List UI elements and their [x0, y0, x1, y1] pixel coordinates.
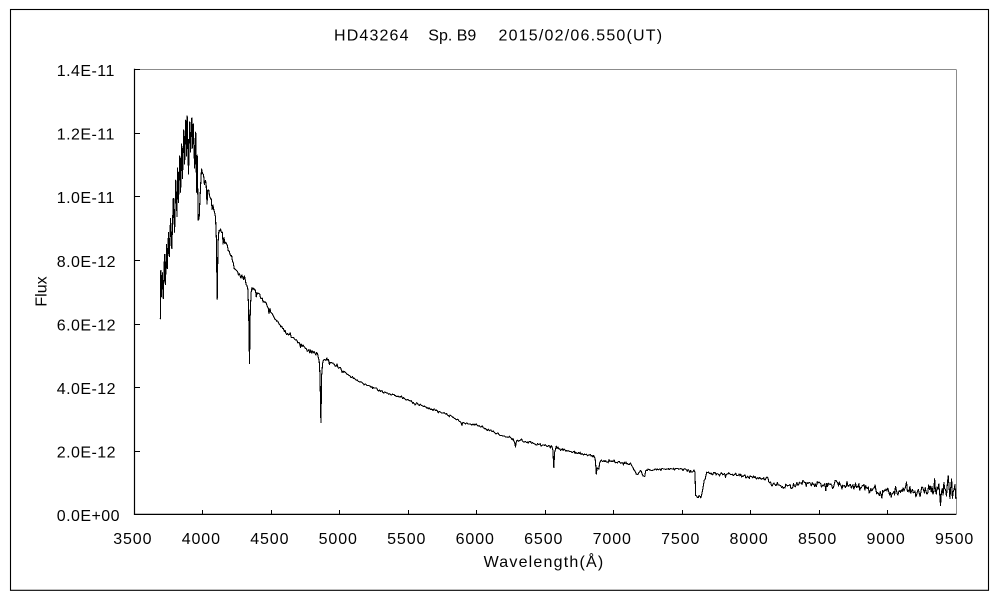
svg-text:9000: 9000: [866, 531, 905, 548]
svg-text:Flux: Flux: [34, 276, 51, 306]
svg-text:2015/02/06.550(UT): 2015/02/06.550(UT): [499, 28, 664, 45]
svg-text:1.4E-11: 1.4E-11: [57, 63, 115, 80]
svg-text:9500: 9500: [935, 531, 974, 548]
svg-text:Wavelength(Å): Wavelength(Å): [484, 552, 605, 571]
svg-text:4.0E-12: 4.0E-12: [57, 381, 116, 398]
svg-text:4000: 4000: [182, 531, 221, 548]
svg-text:0.0E+00: 0.0E+00: [57, 508, 120, 525]
svg-text:7000: 7000: [593, 531, 632, 548]
svg-text:6500: 6500: [524, 531, 563, 548]
svg-text:8.0E-12: 8.0E-12: [57, 254, 116, 271]
svg-text:HD43264: HD43264: [334, 28, 410, 45]
svg-text:7500: 7500: [661, 531, 700, 548]
svg-text:1.0E-11: 1.0E-11: [57, 190, 115, 207]
svg-text:8500: 8500: [798, 531, 837, 548]
svg-text:4500: 4500: [250, 531, 289, 548]
svg-text:6000: 6000: [456, 531, 495, 548]
svg-text:5500: 5500: [387, 531, 426, 548]
svg-text:6.0E-12: 6.0E-12: [57, 317, 116, 334]
svg-text:2.0E-12: 2.0E-12: [57, 444, 116, 461]
svg-text:Sp. B9: Sp. B9: [428, 28, 476, 45]
svg-text:3500: 3500: [113, 531, 152, 548]
svg-text:1.2E-11: 1.2E-11: [57, 127, 115, 144]
svg-text:8000: 8000: [729, 531, 768, 548]
svg-text:5000: 5000: [319, 531, 358, 548]
